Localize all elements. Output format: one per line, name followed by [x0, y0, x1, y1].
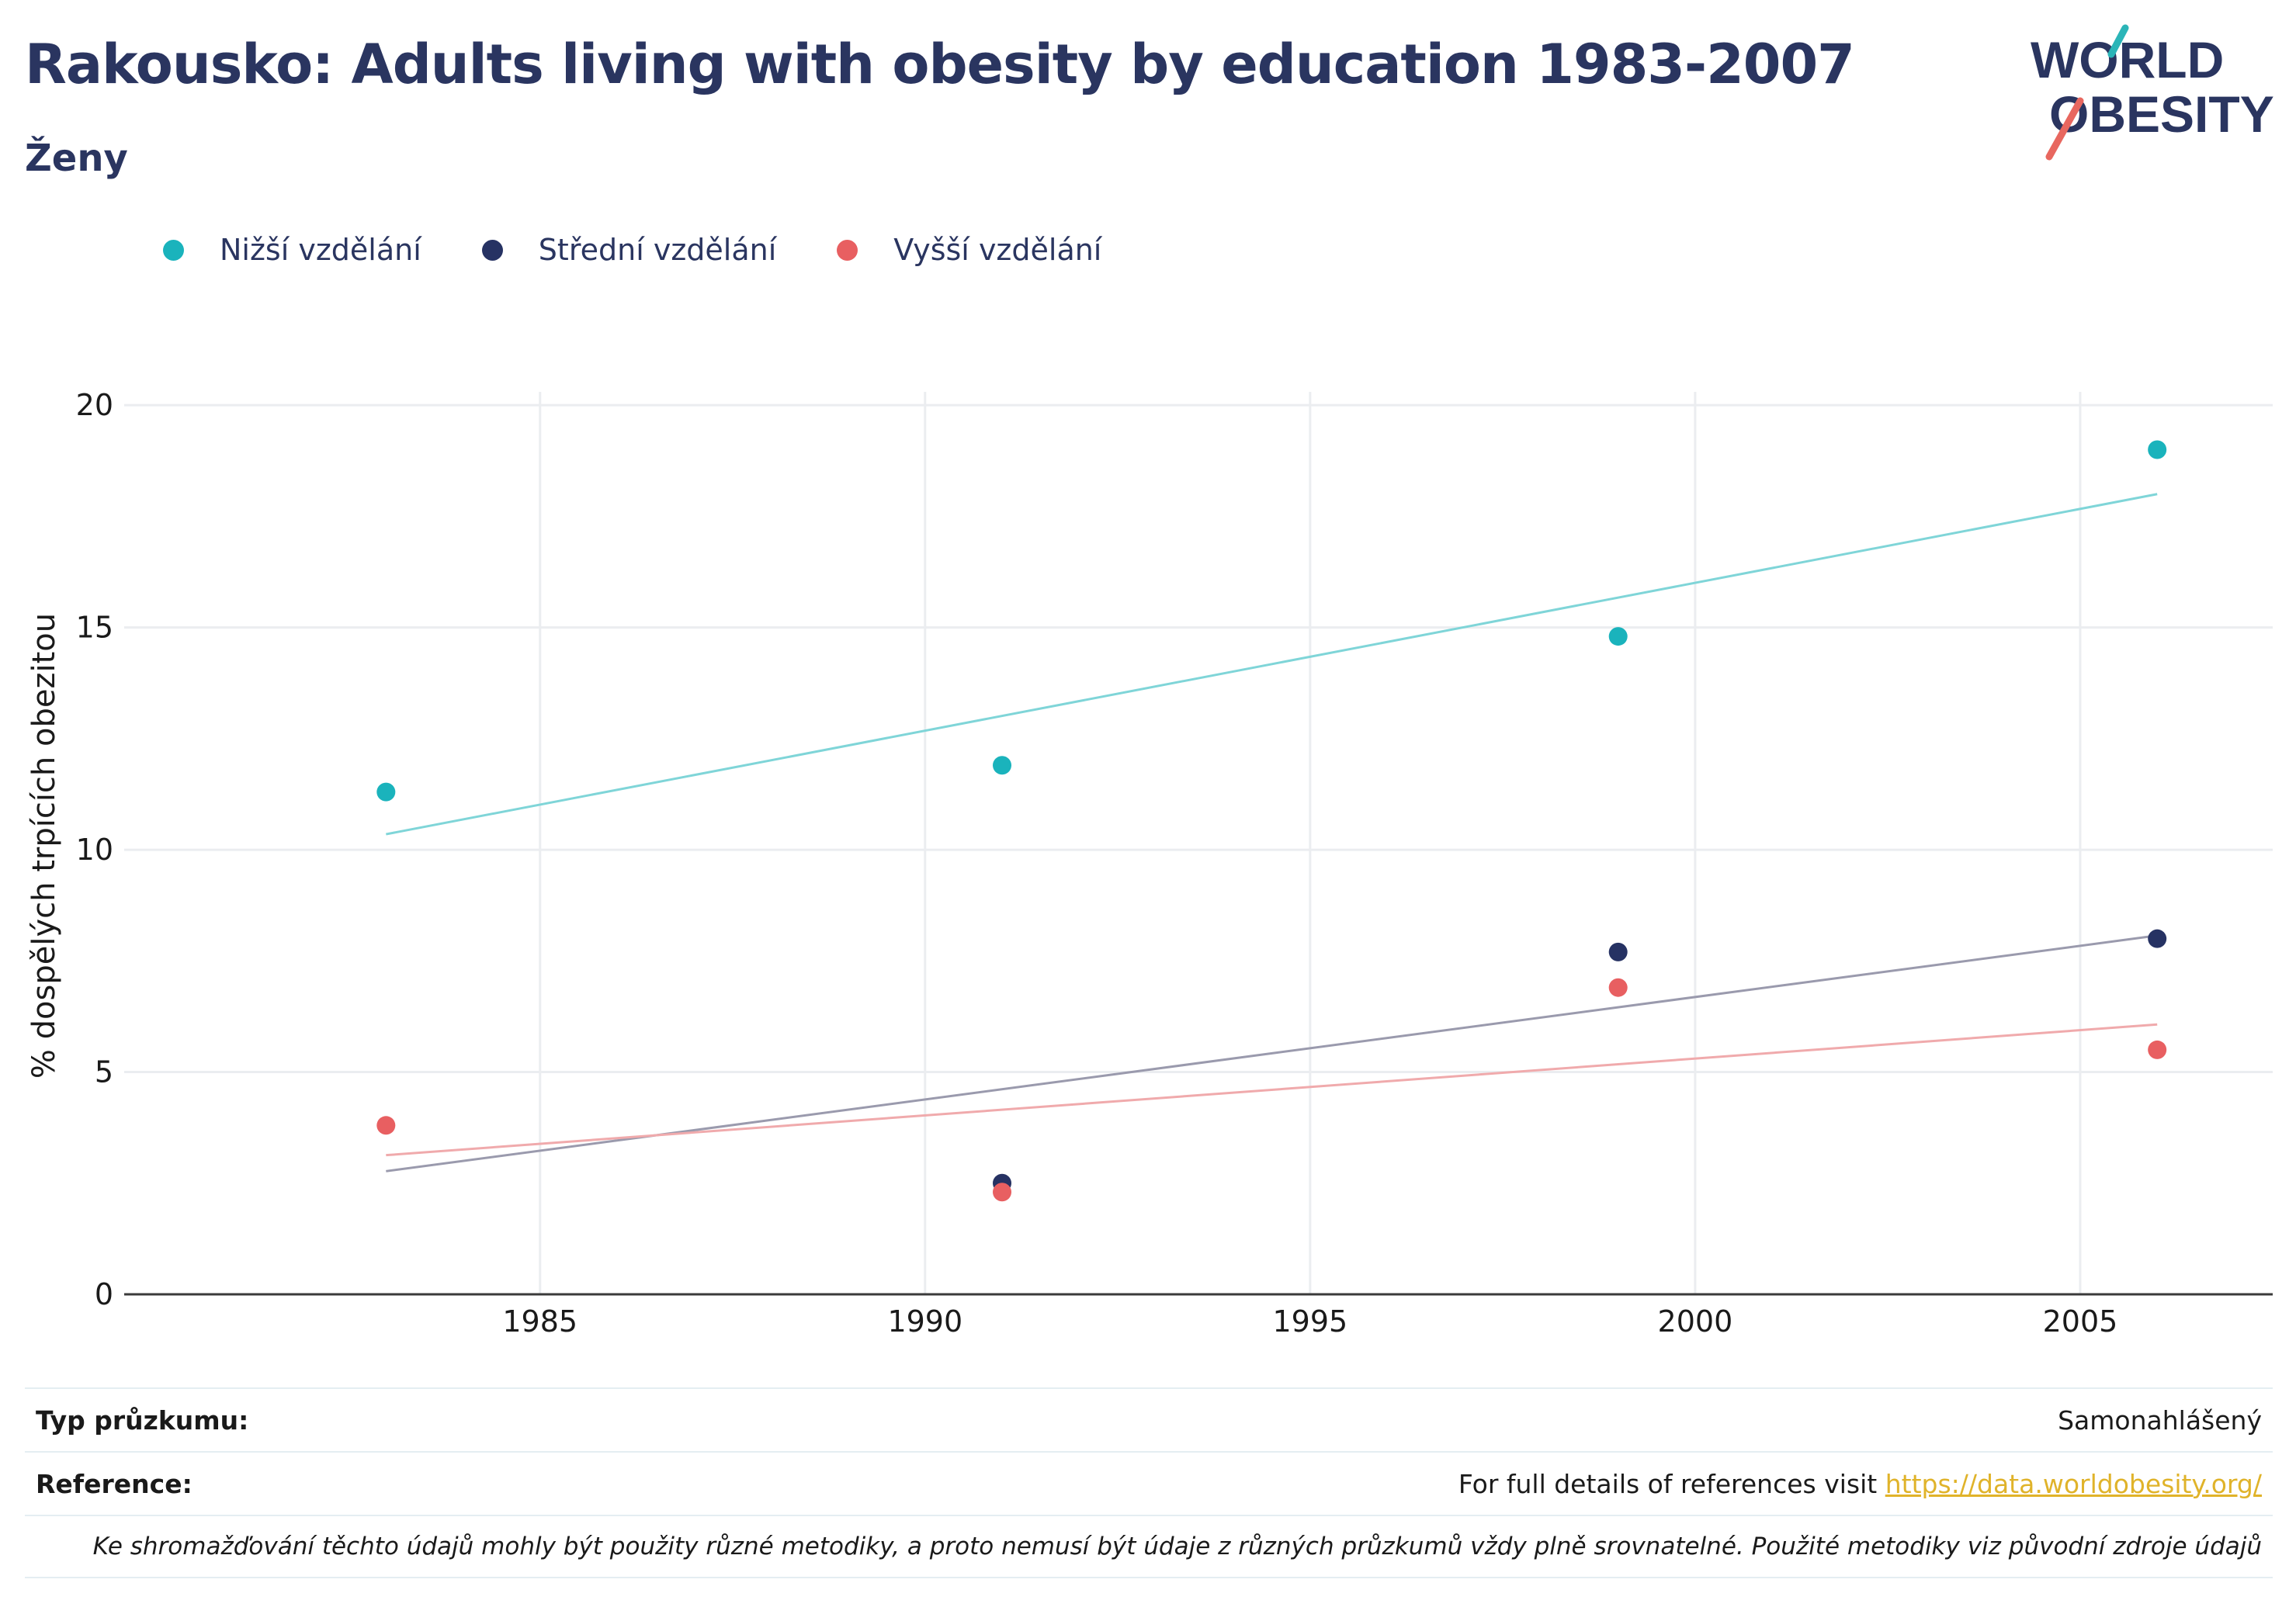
- x-tick-label: 2005: [2043, 1304, 2118, 1339]
- chart-plot: 1985 1990 1995 2000 2005 0 5 10 15 20 % dospělých…: [26, 388, 2273, 1339]
- data-point-series-1[interactable]: [1608, 942, 1628, 961]
- footer-survey-row: Typ průzkumu: Samonahlášený: [25, 1387, 2273, 1451]
- legend-item-higher[interactable]: Vyšší vzdělání: [837, 233, 1101, 267]
- survey-type-value: Samonahlášený: [2058, 1405, 2262, 1436]
- legend-label-middle: Střední vzdělání: [538, 233, 777, 267]
- reference-text: For full details of references visit: [1458, 1468, 1885, 1499]
- x-tick-label: 1985: [502, 1304, 577, 1339]
- reference-label: Reference:: [36, 1468, 192, 1499]
- legend-marker-higher: [837, 239, 858, 261]
- chart-title: Rakousko: Adults living with obesity by …: [25, 33, 1855, 96]
- chart-subtitle: Ženy: [25, 137, 128, 180]
- data-point-series-2[interactable]: [1608, 978, 1628, 997]
- x-tick-label: 2000: [1658, 1304, 1733, 1339]
- methodology-note: Ke shromažďování těchto údajů mohly být …: [92, 1533, 2262, 1560]
- legend: Nižší vzdělání Střední vzdělání Vyšší vz…: [163, 233, 1162, 267]
- data-point-series-2[interactable]: [993, 1183, 1012, 1202]
- logo-line2: OBESITY: [2049, 85, 2274, 143]
- point-layer: [376, 440, 2167, 1202]
- logo-slash-red: [2045, 97, 2084, 161]
- logo-line1: WORLD: [2031, 31, 2224, 88]
- x-tick-label: 1990: [887, 1304, 962, 1339]
- footer: Typ průzkumu: Samonahlášený Reference: F…: [25, 1387, 2273, 1578]
- data-point-series-0[interactable]: [2148, 440, 2167, 459]
- y-tick-label: 15: [76, 611, 113, 645]
- y-tick-label: 10: [76, 833, 113, 867]
- trendline-series-0: [386, 493, 2158, 836]
- logo-slash-teal: [2107, 24, 2129, 58]
- data-point-series-0[interactable]: [993, 756, 1012, 775]
- data-point-series-2[interactable]: [376, 1116, 396, 1135]
- x-tick-label: 1995: [1272, 1304, 1347, 1339]
- trend-layer: [386, 493, 2158, 1172]
- trendline-series-2: [386, 1023, 2158, 1157]
- legend-label-higher: Vyšší vzdělání: [893, 233, 1102, 267]
- data-point-series-1[interactable]: [2148, 929, 2167, 948]
- axis-layer: 1985 1990 1995 2000 2005 0 5 10 15 20: [76, 388, 2273, 1339]
- data-point-series-0[interactable]: [376, 782, 396, 802]
- y-tick-label: 0: [95, 1277, 113, 1311]
- legend-item-lower[interactable]: Nižší vzdělání: [163, 233, 421, 267]
- trendline-series-1: [386, 934, 2158, 1172]
- footer-reference-row: Reference: For full details of reference…: [25, 1451, 2273, 1515]
- world-obesity-logo: WORLD OBESITY: [2031, 24, 2274, 161]
- y-tick-label: 20: [76, 388, 113, 422]
- reference-value: For full details of references visit htt…: [1458, 1469, 2262, 1499]
- survey-type-label: Typ průzkumu:: [36, 1405, 249, 1436]
- legend-item-middle[interactable]: Střední vzdělání: [481, 233, 777, 267]
- data-point-series-0[interactable]: [1608, 627, 1628, 646]
- reference-link[interactable]: https://data.worldobesity.org/: [1885, 1468, 2262, 1499]
- footer-note-row: Ke shromažďování těchto údajů mohly být …: [25, 1515, 2273, 1578]
- grid-layer: [124, 392, 2273, 1294]
- legend-label-lower: Nižší vzdělání: [220, 233, 421, 267]
- y-axis-label: % dospělých trpících obezitou: [26, 613, 62, 1079]
- data-point-series-2[interactable]: [2148, 1040, 2167, 1059]
- legend-marker-middle: [481, 239, 503, 261]
- y-tick-label: 5: [95, 1055, 113, 1089]
- legend-marker-lower: [163, 239, 184, 261]
